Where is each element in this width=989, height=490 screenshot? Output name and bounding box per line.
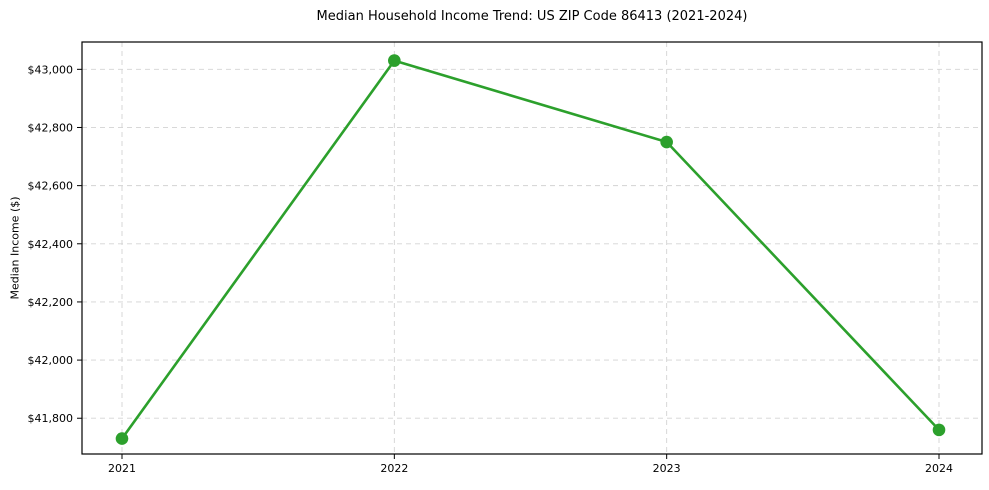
data-point-2021: [115, 432, 129, 445]
y-tick-label: $43,000: [28, 63, 74, 76]
y-tick-label: $42,800: [28, 121, 74, 134]
data-point-2022: [388, 54, 401, 67]
y-tick-label: $42,000: [28, 354, 74, 367]
data-point-2023: [660, 135, 673, 149]
median-household-income-line: [120, 59, 941, 440]
x-tick-label: 2024: [925, 462, 953, 475]
y-tick-label: $41,800: [28, 412, 74, 425]
data-point-2024: [932, 423, 946, 437]
x-tick-label: 2021: [108, 462, 136, 475]
x-tick-label: 2022: [380, 462, 408, 475]
y-tick-label: $42,600: [28, 180, 74, 193]
chart-title: Median Household Income Trend: US ZIP Co…: [316, 9, 748, 24]
y-tick-label: $42,200: [28, 296, 74, 309]
plot-area: [82, 42, 982, 454]
y-tick-label: $42,400: [28, 238, 74, 251]
plot-border: [81, 41, 983, 455]
x-tick-label: 2023: [653, 462, 681, 475]
